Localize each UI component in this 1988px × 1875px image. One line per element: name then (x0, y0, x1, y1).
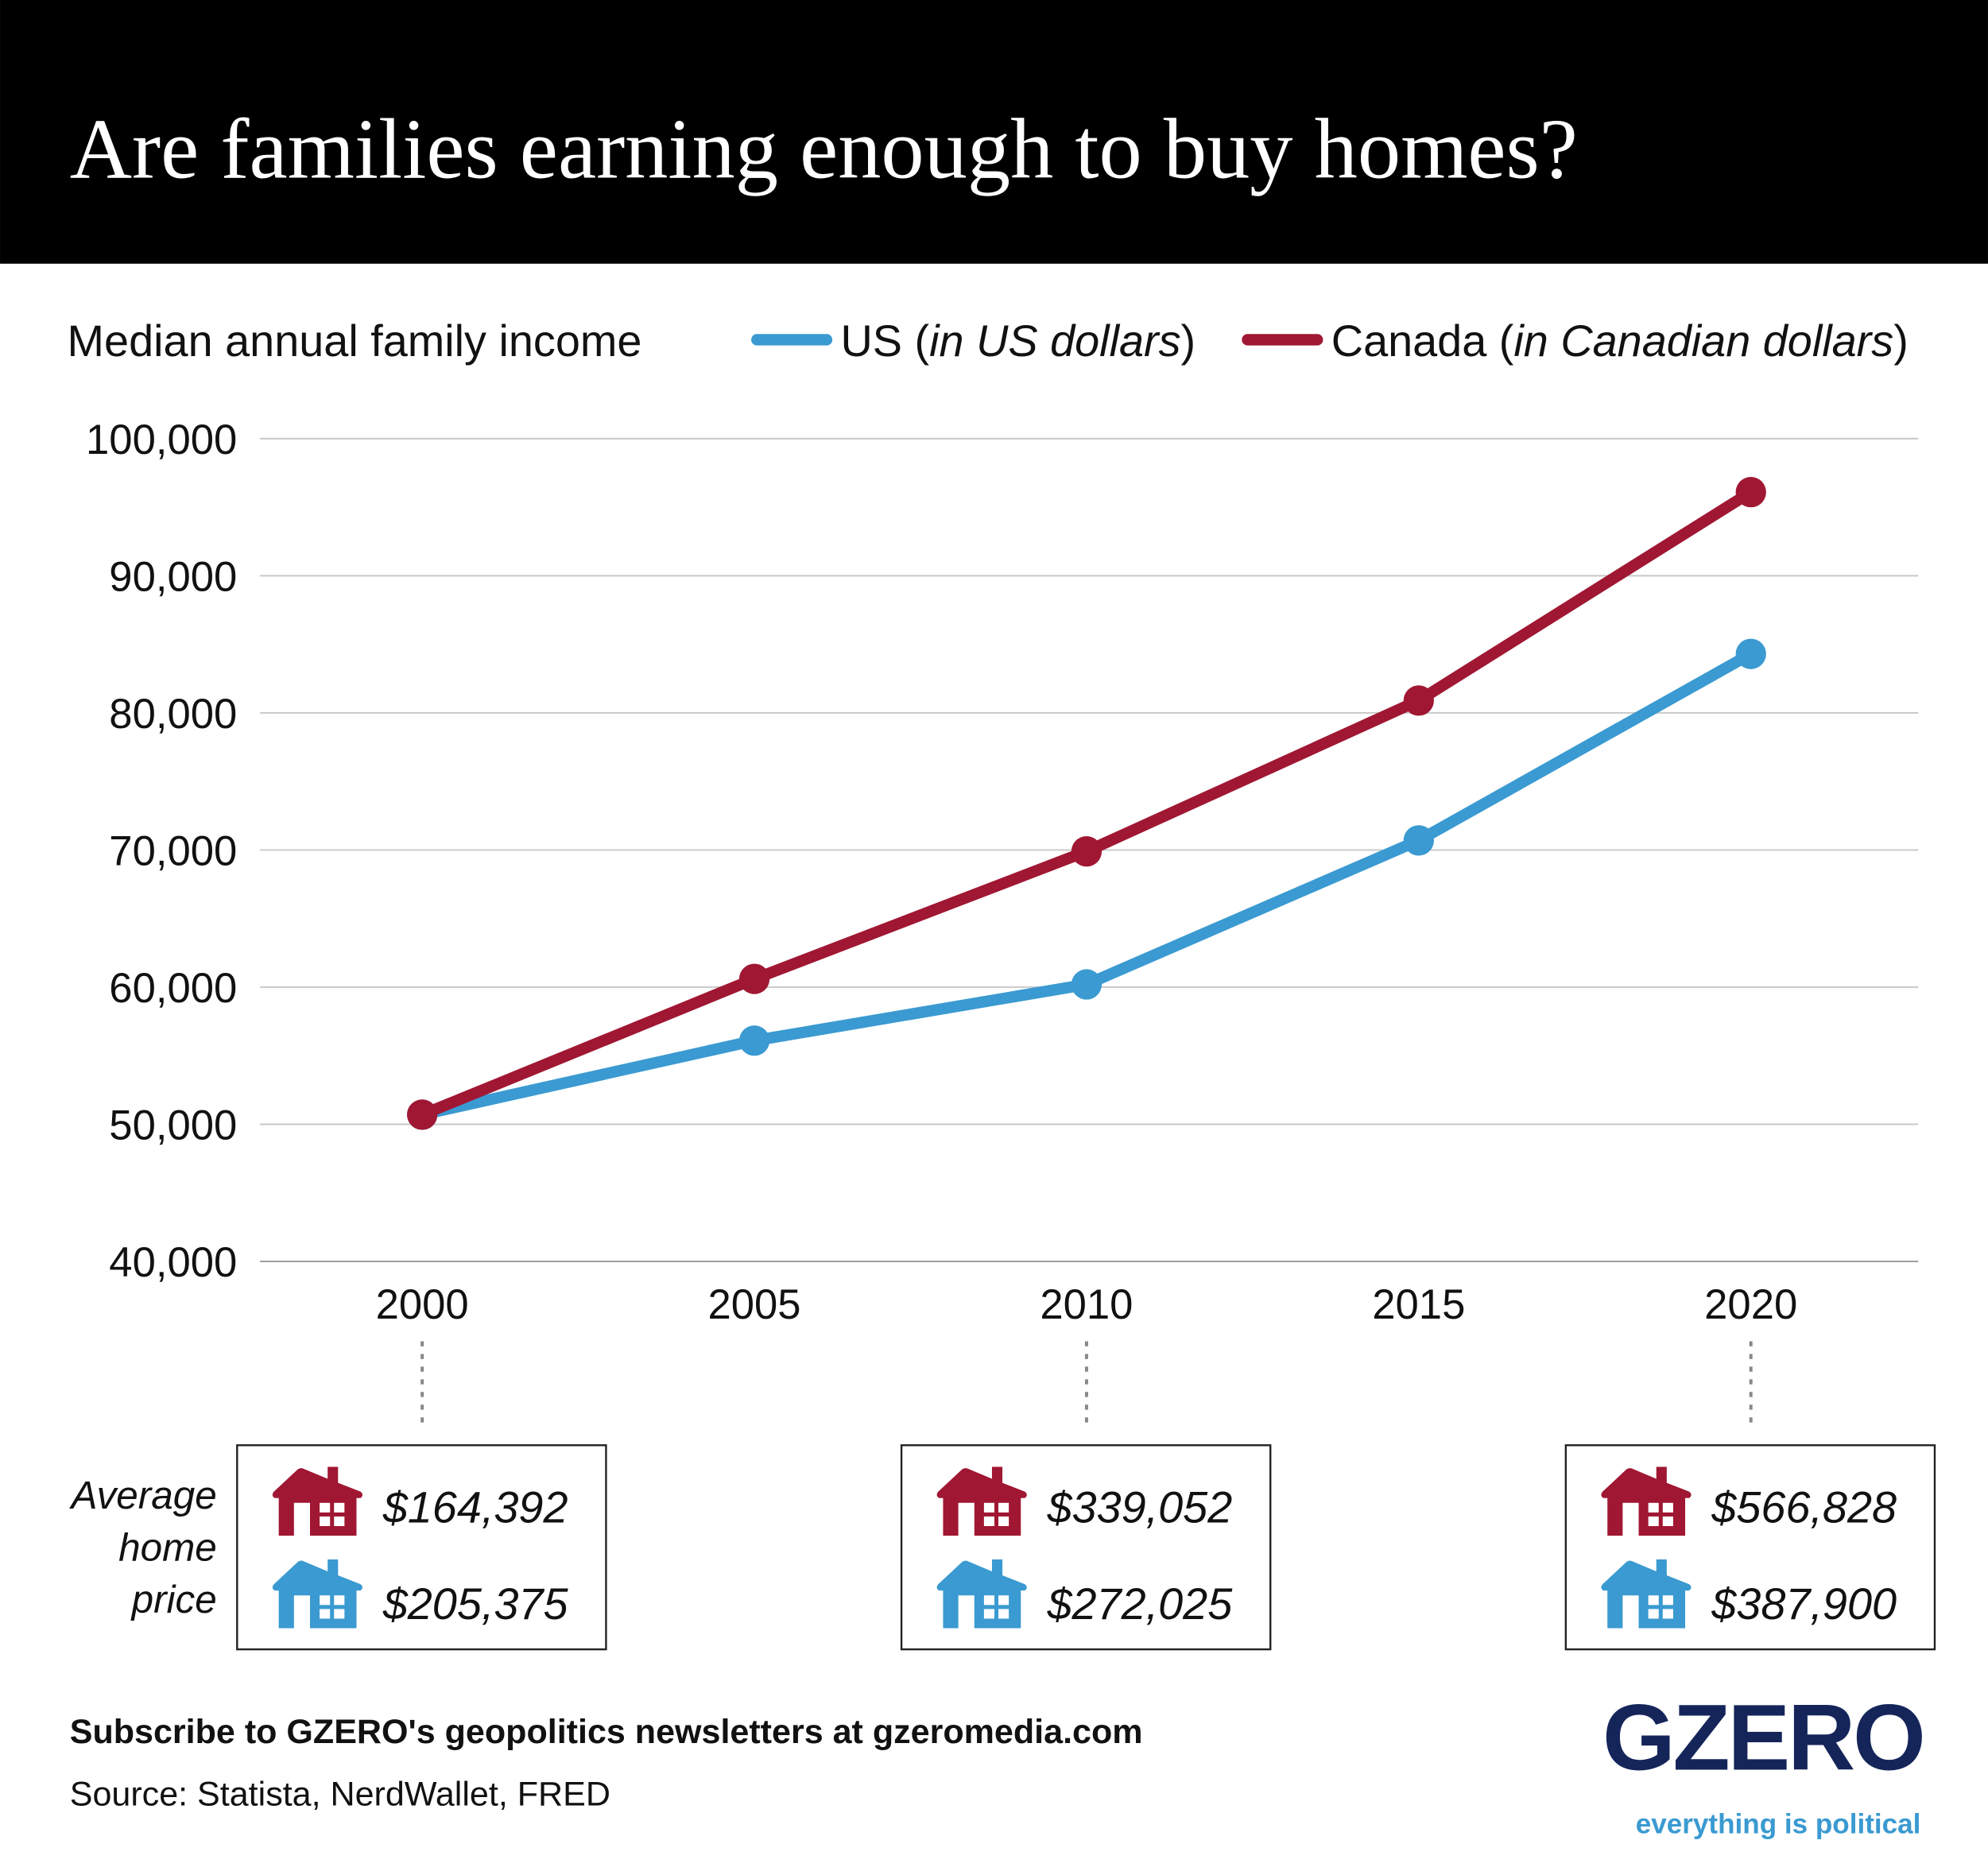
legend-label-us: US (in US dollars) (841, 316, 1196, 366)
y-tick-label: 50,000 (109, 1102, 237, 1149)
home-price-canada: $566,828 (1711, 1482, 1897, 1532)
legend-label-canada: Canada (in Canadian dollars) (1331, 316, 1909, 366)
home-price-canada: $164,392 (382, 1482, 568, 1532)
y-axis-label: Median annual family income (68, 316, 642, 366)
x-tick-label: 2005 (708, 1281, 801, 1328)
x-tick-label: 2020 (1704, 1281, 1797, 1328)
home-price-canada: $339,052 (1046, 1482, 1232, 1532)
y-tick-label: 90,000 (109, 554, 237, 601)
chart-title: Are families earning enough to buy homes… (70, 101, 1578, 196)
home-price-box-2020: $566,828 $387,900 (1564, 1341, 1936, 1651)
home-price-label-line: price (130, 1578, 217, 1621)
y-tick-label: 100,000 (86, 416, 237, 463)
data-point (738, 1025, 770, 1056)
legend: Median annual family income US (in US do… (68, 316, 1909, 366)
y-tick-label: 80,000 (109, 691, 237, 738)
data-point (407, 1099, 438, 1130)
gzero-tagline: everything is political (1636, 1808, 1921, 1839)
x-tick-label: 2010 (1040, 1281, 1133, 1328)
x-tick-label: 2015 (1372, 1281, 1465, 1328)
home-price-us: $272,025 (1046, 1579, 1233, 1629)
data-point (738, 963, 770, 994)
data-point (1071, 836, 1103, 867)
y-tick-label: 70,000 (109, 828, 237, 875)
home-price-us: $205,375 (382, 1579, 569, 1629)
series-canada (407, 477, 1766, 1130)
data-point (1403, 685, 1434, 716)
y-tick-label: 60,000 (109, 965, 237, 1012)
header-bar (0, 0, 1988, 264)
home-price-box-2000: $164,392 $205,375 (236, 1341, 607, 1651)
x-tick-label: 2000 (376, 1281, 469, 1328)
data-point (1735, 638, 1766, 669)
home-price-us: $387,900 (1711, 1579, 1897, 1629)
data-point (1735, 477, 1766, 508)
series-line (420, 649, 1754, 1121)
data-point (1071, 969, 1103, 1000)
home-price-label-line: home (118, 1525, 217, 1569)
subscribe-text: Subscribe to GZERO's geopolitics newslet… (70, 1713, 1143, 1751)
gzero-logo: GZERO (1602, 1686, 1924, 1791)
series (407, 477, 1766, 1130)
source-text: Source: Statista, NerdWallet, FRED (70, 1775, 610, 1813)
home-price-box-2010: $339,052 $272,025 (900, 1341, 1272, 1651)
home-price-label: Average home price (69, 1474, 217, 1621)
home-price-label-line: Average (69, 1474, 217, 1517)
y-axis-ticks: 40,000 50,000 60,000 70,000 80,000 90,000 100,… (86, 416, 237, 1286)
x-axis-ticks: 2000 2005 2010 2015 2020 (376, 1281, 1798, 1328)
y-tick-label: 40,000 (109, 1239, 237, 1286)
series-line (420, 487, 1754, 1121)
home-price-boxes: $164,392 $205,375 $339,052 $272,025 $566,828… (236, 1341, 1936, 1651)
data-point (1403, 825, 1434, 856)
